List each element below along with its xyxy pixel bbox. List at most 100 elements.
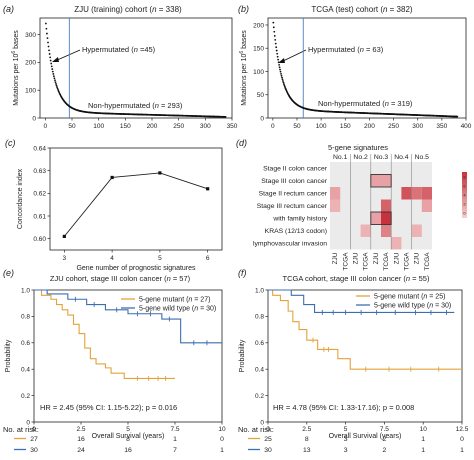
panel-d-cell <box>401 187 412 200</box>
panel-b-point <box>276 52 279 55</box>
panel-b-x-tick-label: 150 <box>340 123 351 130</box>
panel-e-hr-text: HR = 2.45 (95% CI: 1.15-5.22); p = 0.016 <box>40 403 177 412</box>
panel-b-y-tick-label: 150 <box>253 46 264 53</box>
panel-c-y-tick-label: 0.63 <box>33 168 46 175</box>
panel-d-cell <box>360 224 371 237</box>
panel-a-point <box>54 79 56 82</box>
panel-a-x-tick-label: 250 <box>173 123 184 130</box>
panel-d-row-label: KRAS (12/13 codon) <box>265 228 327 235</box>
panel-f-y-tick-label: 0.4 <box>255 367 264 374</box>
panel-a-point <box>44 22 47 25</box>
panel-d-row-label: with family history <box>272 216 327 223</box>
panel-a-point <box>49 56 52 59</box>
panel-b-point <box>277 61 280 64</box>
panel-b-point <box>273 30 276 33</box>
panel-c-plot: 3 4 5 6 0.60 0.61 0.62 0.63 0.64 Gene number of p… <box>17 145 223 272</box>
panel-e-legend-label: 5-gene wild type (n = 30) <box>139 305 216 312</box>
panel-a-point <box>47 41 49 44</box>
panel-e-x-tick-label: 10 <box>218 426 226 433</box>
panel-a-point <box>48 53 51 55</box>
panel-c-x-axis-label: Gene number of prognostic signatures <box>76 265 196 272</box>
panel-f-risk-value: 1 <box>421 447 425 454</box>
panel-b-x-tick-label: 350 <box>436 123 447 130</box>
panel-a-y-tick-label: 100 <box>25 88 36 95</box>
panel-b-x-tick-label: 100 <box>316 123 327 130</box>
panel-b-point <box>281 78 284 81</box>
panel-e-risk-value: 1 <box>173 436 177 443</box>
panel-f-risk-value: 1 <box>460 447 464 454</box>
panel-d-row-label: lymphovascular invasion <box>253 241 327 248</box>
panel-d-cell <box>411 187 422 200</box>
panel-d-row-label: Stage II rectum cancer <box>259 191 328 198</box>
panel-c-x-tick-label: 6 <box>206 255 210 262</box>
panel-f-legend-label: 5-gene wild type (n = 30) <box>374 302 451 309</box>
panel-f-x-axis-label: Overall Survival (years) <box>329 433 402 440</box>
panel-e-y-tick-label: 1.0 <box>21 287 30 294</box>
panel-b-point <box>456 115 459 118</box>
panel-e-y-tick-label: 0.6 <box>21 340 30 347</box>
panel-a-point <box>50 65 53 68</box>
panel-f-x-tick-label: 10 <box>420 426 428 433</box>
panel-d-group-label: No.2 <box>353 154 368 161</box>
panel-a-title: ZJU (training) cohort (n = 338) <box>74 5 182 14</box>
panel-b-hyper-label: Hypermutated (n = 63) <box>308 45 384 54</box>
panel-b-point <box>278 66 281 69</box>
panel-c-letter: (c) <box>5 138 16 148</box>
panel-a-point <box>53 77 56 80</box>
panel-f-risk-value: 25 <box>264 436 272 443</box>
panel-d-column-label: ZJU <box>332 252 339 264</box>
panel-b-point <box>279 70 282 73</box>
panel-a-point <box>56 87 59 90</box>
panel-c-x-tick-label: 3 <box>63 255 67 262</box>
panel-b-y-tick-label: 100 <box>253 69 264 76</box>
panel-f-y-tick-label: 0.6 <box>255 340 264 347</box>
panel-a-point <box>49 59 52 62</box>
panel-d-group-label: No.5 <box>415 154 430 161</box>
panel-a-x-tick-label: 50 <box>68 123 76 130</box>
panel-e-series-wild-curve <box>34 289 222 344</box>
panel-b-point <box>283 83 285 85</box>
panel-a-nonhyper-label: Non-hypermutated (n = 293) <box>88 101 183 110</box>
panel-d-cell <box>391 237 402 250</box>
panel-b-x-tick-label: 0 <box>271 123 275 130</box>
panel-f-plot-frame <box>267 289 463 423</box>
panel-f-x-tick-label: 0 <box>266 426 270 433</box>
panel-a-hyper-arrowhead <box>52 57 59 62</box>
panel-a-point <box>52 73 55 75</box>
panel-d-heatmap: No.1 No.2 No.3 No.4 No.5 Stage II colon cance… <box>253 154 467 271</box>
panel-c-y-tick-label: 0.61 <box>33 213 46 220</box>
panel-f-y-tick-label: 0 <box>260 419 264 426</box>
panel-b-point <box>274 42 277 45</box>
panel-f-y-axis-label: Probability <box>239 339 246 372</box>
panel-f-x-tick-label: 12.5 <box>456 426 469 433</box>
panel-f-y-tick-label: 1.0 <box>255 287 264 294</box>
panel-f-risk-value: 3 <box>344 447 348 454</box>
panel-b-point <box>273 35 276 37</box>
panel-f-risk-value: 1 <box>421 436 425 443</box>
panel-d-group-label: No.3 <box>374 154 389 161</box>
panel-a-x-tick-label: 200 <box>147 123 158 130</box>
panel-b-point <box>272 26 275 29</box>
panel-d-group-label: No.1 <box>333 154 348 161</box>
panel-b-plot-frame <box>267 17 467 119</box>
panel-d-column-label: TCGA <box>404 252 411 271</box>
panel-f-x-tick-label: 2.5 <box>302 426 311 433</box>
panel-e-x-tick-label: 2.5 <box>76 426 85 433</box>
panel-b-point <box>275 46 278 49</box>
panel-f-risk-value: 13 <box>303 447 311 454</box>
panel-d-cell <box>381 199 392 212</box>
panel-c-x-tick-label: 4 <box>110 255 114 262</box>
panel-c-plot-frame <box>49 147 223 251</box>
panel-a-point <box>45 27 48 30</box>
panel-e-risk-value: 16 <box>124 447 132 454</box>
panel-d-cell <box>411 224 422 237</box>
panel-d-column-label: TCGA <box>383 252 390 271</box>
panel-b-point <box>277 58 280 61</box>
panel-d-highlight-box <box>370 174 392 188</box>
panel-a-x-tick-label: 0 <box>44 123 48 130</box>
panel-c-point <box>110 175 114 180</box>
panel-c-x-tick-label: 5 <box>158 255 162 262</box>
panel-d-cell <box>421 187 432 200</box>
